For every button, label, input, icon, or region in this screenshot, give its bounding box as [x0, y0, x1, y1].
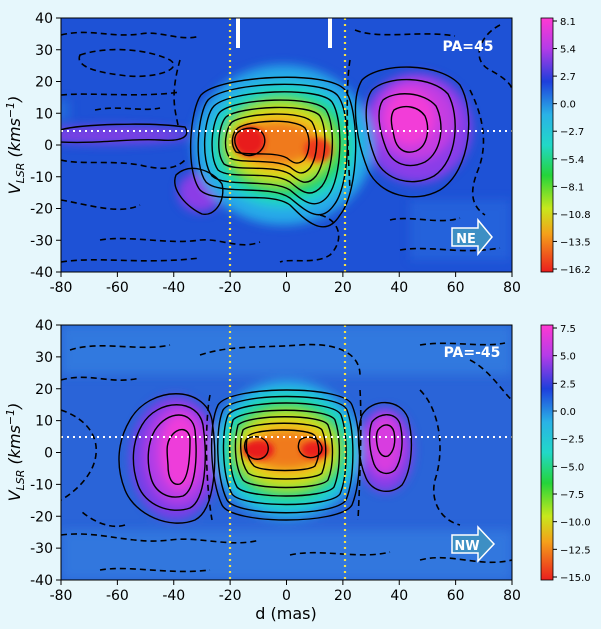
top-colorbar-tick-label: 2.7 — [560, 72, 576, 83]
top-y-axis-label: VLSR (kms−1) — [4, 96, 27, 195]
bottom-y-ticks: -40 -30 -20 -10 0 10 20 30 40 — [30, 318, 61, 589]
bottom-x-tick-label: 20 — [334, 588, 352, 604]
bottom-colorbar-tick-label: −15.0 — [560, 573, 591, 584]
top-pa-label: PA=45 — [442, 39, 493, 55]
top-direction-arrow: NE — [451, 217, 493, 257]
bottom-colorbar-tick-label: −5.0 — [560, 462, 584, 473]
bottom-x-axis-label: d (mas) — [255, 604, 316, 623]
bottom-y-tick-label: -30 — [30, 541, 53, 557]
bottom-colorbar-tick-label: −10.0 — [560, 518, 591, 529]
bottom-colorbar — [540, 324, 554, 581]
top-colorbar-tick-label: 5.4 — [560, 45, 576, 56]
bottom-x-tick-label: -80 — [50, 588, 73, 604]
top-colorbar-tick-label: −13.5 — [560, 237, 591, 248]
bottom-direction-arrow: NW — [451, 525, 496, 563]
top-colorbar-tick-label: −8.1 — [560, 182, 584, 193]
top-marker-right — [328, 18, 332, 48]
top-panel: PA=45 NE -40 -30 -20 -10 0 10 20 30 40 -80 -60 -40… — [4, 11, 591, 296]
top-ylabel-sub: LSR — [14, 163, 27, 184]
bottom-y-tick-label: -10 — [30, 477, 53, 493]
top-heatmap: PA=45 NE — [61, 18, 512, 272]
bottom-colorbar-tick-label: 7.5 — [560, 324, 576, 335]
top-y-tick-label: 20 — [35, 75, 53, 91]
bottom-colorbar-tick-label: 5.0 — [560, 352, 576, 363]
top-ylabel-unit: (kms — [5, 118, 24, 163]
bottom-x-tick-label: -60 — [106, 588, 129, 604]
bottom-colorbar-tick-label: 0.0 — [560, 407, 576, 418]
bottom-x-tick-label: 40 — [390, 588, 408, 604]
bottom-ylabel-exp: −1 — [4, 409, 17, 425]
top-x-tick-label: 60 — [447, 280, 465, 296]
bottom-x-tick-label: -40 — [162, 588, 185, 604]
top-x-tick-label: -60 — [106, 280, 129, 296]
top-x-tick-label: -40 — [162, 280, 185, 296]
top-colorbar-ticks: 8.1 5.4 2.7 0.0 −2.7 −5.4 −8.1 −10.8 −13.5 −16.2 — [553, 17, 591, 276]
top-y-ticks: -40 -30 -20 -10 0 10 20 30 40 — [30, 11, 61, 281]
bottom-y-axis-label: VLSR (kms−1) — [4, 403, 27, 502]
top-colorbar-tick-label: 0.0 — [560, 100, 576, 111]
bottom-colorbar-tick-label: −2.5 — [560, 435, 584, 446]
top-y-tick-label: 0 — [44, 138, 53, 154]
top-colorbar — [540, 17, 554, 273]
top-x-ticks: -80 -60 -40 -20 0 20 40 60 80 — [50, 272, 521, 296]
top-colorbar-tick-label: −16.2 — [560, 265, 591, 276]
top-marker-left — [236, 18, 240, 48]
bottom-colorbar-tick-label: −7.5 — [560, 490, 584, 501]
top-y-tick-label: -40 — [30, 265, 53, 281]
top-x-tick-label: 80 — [503, 280, 521, 296]
bottom-ylabel-close: ) — [5, 403, 24, 410]
top-colorbar-tick-label: −2.7 — [560, 127, 584, 138]
bottom-y-tick-label: -20 — [30, 509, 53, 525]
top-x-tick-label: -80 — [50, 280, 73, 296]
bottom-heatmap: PA=-45 NW — [61, 325, 512, 580]
bottom-pa-label: PA=-45 — [444, 345, 501, 361]
bottom-y-tick-label: 40 — [35, 318, 53, 334]
top-colorbar-tick-label: −10.8 — [560, 210, 591, 221]
top-y-tick-label: -20 — [30, 202, 53, 218]
bottom-colorbar-tick-label: 2.5 — [560, 379, 576, 390]
top-y-tick-label: 40 — [35, 11, 53, 27]
bottom-colorbar-ticks: 7.5 5.0 2.5 0.0 −2.5 −5.0 −7.5 −10.0 −12.5 −15.0 — [553, 324, 591, 584]
top-x-tick-label: 40 — [390, 280, 408, 296]
top-ylabel-main: V — [5, 182, 24, 194]
bottom-y-tick-label: 10 — [35, 414, 53, 430]
top-ylabel-exp: −1 — [4, 102, 17, 118]
top-direction-label: NE — [456, 232, 476, 247]
top-ylabel-close: ) — [5, 96, 24, 103]
bottom-x-tick-label: 60 — [447, 588, 465, 604]
top-y-tick-label: -10 — [30, 170, 53, 186]
top-x-tick-label: 20 — [334, 280, 352, 296]
bottom-ylabel-sub: LSR — [14, 470, 27, 491]
bottom-ylabel-unit: (kms — [5, 425, 24, 470]
top-y-tick-label: 30 — [35, 43, 53, 59]
top-x-tick-label: -20 — [219, 280, 242, 296]
top-colorbar-tick-label: −5.4 — [560, 155, 584, 166]
bottom-y-tick-label: 30 — [35, 350, 53, 366]
bottom-x-tick-label: -20 — [219, 588, 242, 604]
bottom-x-tick-label: 0 — [282, 588, 291, 604]
bottom-y-tick-label: 20 — [35, 382, 53, 398]
bottom-y-tick-label: -40 — [30, 573, 53, 589]
bottom-x-tick-label: 80 — [503, 588, 521, 604]
bottom-y-tick-label: 0 — [44, 446, 53, 462]
bottom-ylabel-main: V — [5, 489, 24, 501]
bottom-colorbar-tick-label: −12.5 — [560, 545, 591, 556]
top-colorbar-tick-label: 8.1 — [560, 17, 576, 28]
bottom-x-ticks: -80 -60 -40 -20 0 20 40 60 80 — [50, 580, 521, 604]
bottom-panel: PA=-45 NW -40 -30 -20 -10 0 10 20 30 40 -80 -60 -4… — [4, 318, 591, 623]
top-y-tick-label: -30 — [30, 233, 53, 249]
top-x-tick-label: 0 — [282, 280, 291, 296]
top-y-tick-label: 10 — [35, 106, 53, 122]
bottom-direction-label: NW — [454, 539, 479, 554]
